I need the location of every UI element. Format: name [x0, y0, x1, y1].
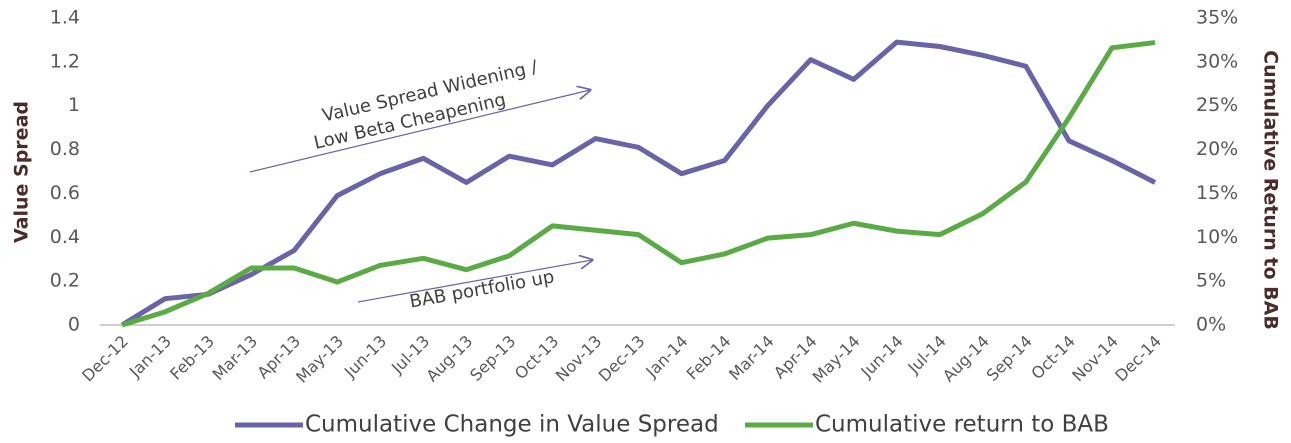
y-tick-label: 0 — [68, 314, 80, 336]
x-tick-label: Feb-13 — [166, 332, 218, 384]
annotation: BAB portfolio up — [408, 266, 556, 312]
y-tick-label: 1 — [68, 94, 80, 116]
legend-label: Cumulative Change in Value Spread — [305, 412, 719, 438]
x-tick-label: Nov-14 — [1068, 332, 1122, 386]
y2-tick-label: 5% — [1196, 270, 1226, 292]
x-tick-label: Jun-13 — [340, 332, 390, 382]
x-tick-label: Sep-13 — [466, 332, 519, 385]
y2-tick-label: 15% — [1196, 182, 1238, 204]
y-tick-label: 1.2 — [50, 50, 80, 72]
x-tick-label: Dec-12 — [78, 332, 132, 386]
annotation-arrow — [249, 90, 590, 173]
x-tick-label: Dec-13 — [595, 332, 649, 386]
y2-tick-label: 10% — [1196, 226, 1238, 248]
x-tick-label: Aug-14 — [939, 332, 993, 386]
y2-tick-label: 25% — [1196, 94, 1238, 116]
x-tick-label: Aug-13 — [422, 332, 476, 386]
series-line — [120, 39, 1157, 328]
y-tick-label: 0.8 — [50, 138, 80, 160]
y-tick-label: 1.4 — [50, 7, 80, 29]
legend-label: Cumulative return to BAB — [815, 412, 1109, 438]
y2-tick-label: 30% — [1196, 50, 1238, 72]
y2-tick-label: 20% — [1196, 138, 1238, 160]
x-tick-label: Jan-14 — [641, 332, 691, 382]
x-tick-label: May-14 — [809, 332, 864, 387]
x-tick-label: May-13 — [292, 332, 347, 387]
x-tick-label: Mar-14 — [725, 332, 778, 385]
y-tick-label: 0.2 — [50, 270, 80, 292]
y-tick-label: 0.6 — [50, 182, 80, 204]
x-tick-label: Dec-14 — [1111, 332, 1165, 386]
y-tick-label: 0.4 — [50, 226, 80, 248]
y2-axis-label: Cumulative Return to BAB — [1260, 50, 1282, 330]
x-tick-label: Nov-13 — [552, 332, 606, 386]
x-tick-label: Sep-14 — [983, 332, 1036, 385]
x-tick-label: Mar-13 — [209, 332, 262, 385]
y-axis-label: Value Spread — [11, 101, 33, 243]
y2-tick-label: 0% — [1196, 314, 1226, 336]
x-tick-label: Jan-13 — [125, 332, 175, 382]
annotation-arrow — [357, 260, 592, 303]
x-tick-label: Jun-14 — [856, 332, 906, 382]
x-tick-label: Feb-14 — [683, 332, 735, 384]
y2-tick-label: 35% — [1196, 7, 1238, 29]
series-line — [121, 40, 1156, 328]
